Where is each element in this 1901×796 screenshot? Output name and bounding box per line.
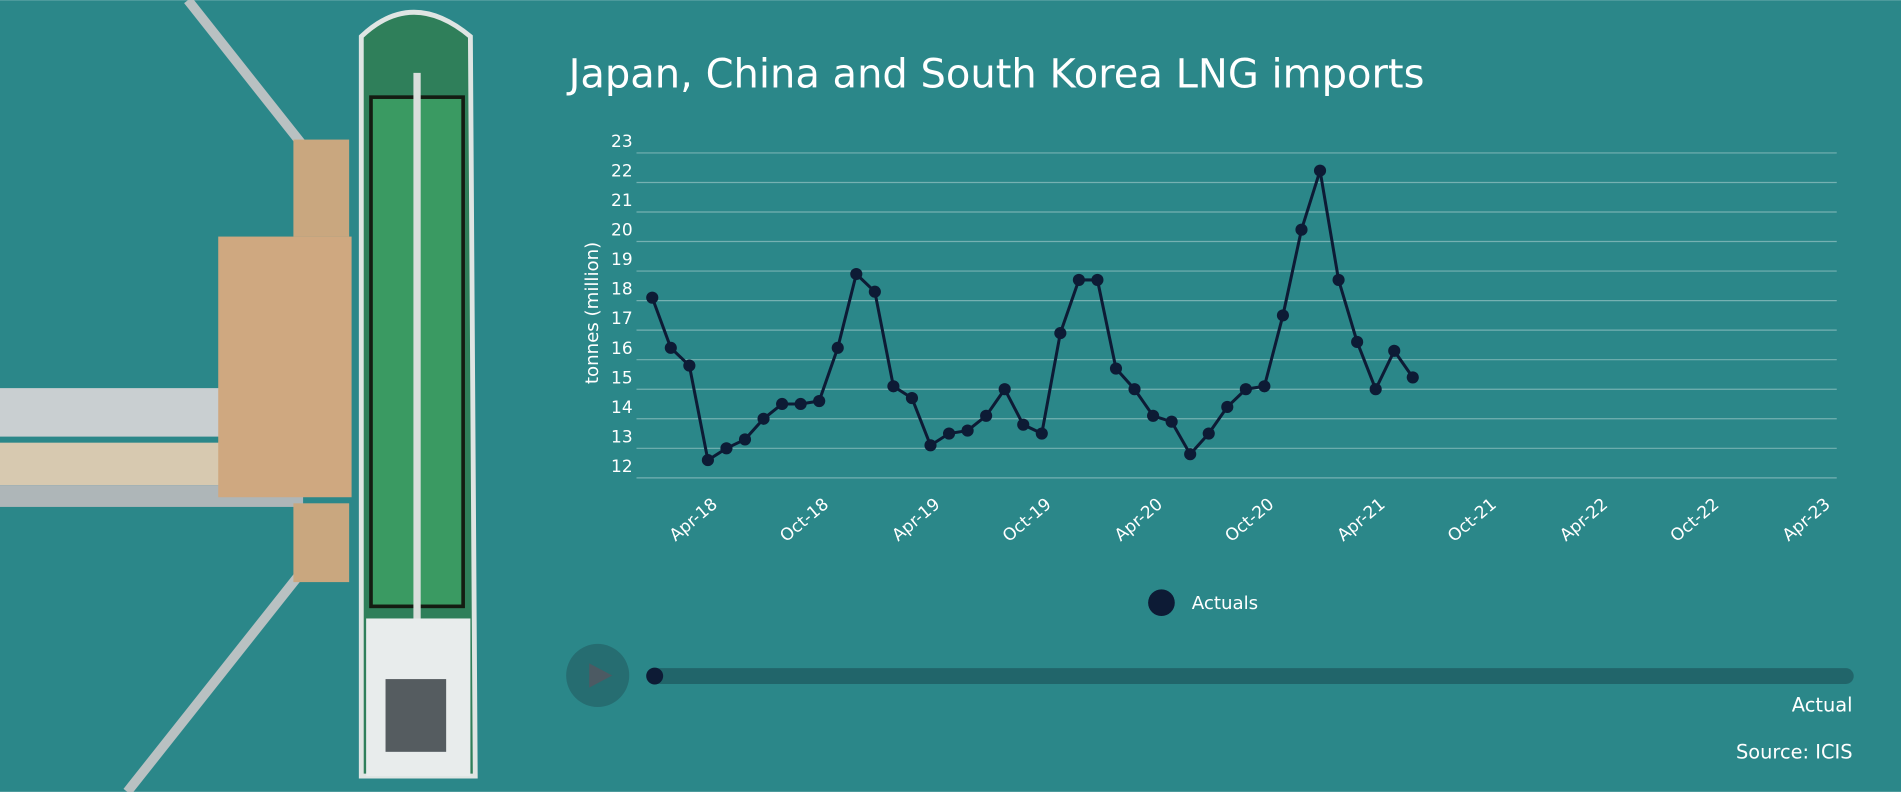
point <box>720 442 733 455</box>
point <box>998 383 1011 396</box>
point <box>683 359 696 372</box>
y-tick-label: 23 <box>611 132 633 152</box>
point <box>1313 164 1327 177</box>
y-tick-label: 17 <box>611 309 633 329</box>
play-button[interactable] <box>566 643 630 707</box>
point <box>1128 383 1141 396</box>
point <box>1054 327 1067 340</box>
point <box>924 439 937 452</box>
y-tick-label: 16 <box>611 339 633 359</box>
point <box>1239 383 1252 396</box>
point <box>1035 427 1048 440</box>
point <box>831 341 844 354</box>
point <box>646 291 659 304</box>
slider-knob[interactable] <box>646 667 664 685</box>
point <box>1276 309 1289 322</box>
y-tick-label: 19 <box>611 250 633 270</box>
point <box>664 341 677 354</box>
slider-track[interactable] <box>648 668 1854 684</box>
point <box>1109 362 1123 375</box>
chart-title: Japan, China and South Korea LNG imports <box>566 52 1425 98</box>
y-tick-label: 15 <box>611 368 633 388</box>
point <box>1221 400 1234 414</box>
point <box>1184 448 1197 461</box>
point <box>1388 344 1401 357</box>
point <box>794 397 807 411</box>
point <box>1091 273 1104 286</box>
point <box>1165 415 1178 428</box>
point <box>1295 223 1308 236</box>
point <box>1369 383 1382 396</box>
legend-label: Actuals <box>1192 593 1258 614</box>
point <box>1072 273 1085 286</box>
y-tick-label: 18 <box>611 280 633 300</box>
point <box>887 380 900 393</box>
y-tick-label: 22 <box>611 162 633 182</box>
y-axis-label: tonnes (million) <box>582 242 603 384</box>
point <box>1017 418 1030 431</box>
source: Source: ICIS <box>1736 741 1853 764</box>
point <box>850 267 863 281</box>
slider-label: Actual <box>1792 693 1853 716</box>
point <box>942 427 956 440</box>
point <box>738 433 752 446</box>
point <box>1351 335 1364 349</box>
point <box>1406 371 1419 384</box>
y-tick-label: 20 <box>611 221 633 241</box>
ship-photo <box>0 0 478 795</box>
point <box>701 454 714 467</box>
y-tick-label: 13 <box>611 427 633 447</box>
y-tick-label: 21 <box>611 191 633 211</box>
y-tick-label: 12 <box>611 457 633 477</box>
point <box>905 392 919 405</box>
y-tick-label: 14 <box>611 398 633 418</box>
legend-marker <box>1148 589 1175 617</box>
point <box>1147 409 1160 422</box>
point <box>1258 380 1271 393</box>
point <box>1332 273 1345 286</box>
point <box>980 409 993 422</box>
point <box>1202 427 1215 440</box>
point <box>776 397 789 411</box>
point <box>813 394 826 408</box>
point <box>757 412 770 425</box>
point <box>961 424 974 437</box>
point <box>868 285 881 298</box>
